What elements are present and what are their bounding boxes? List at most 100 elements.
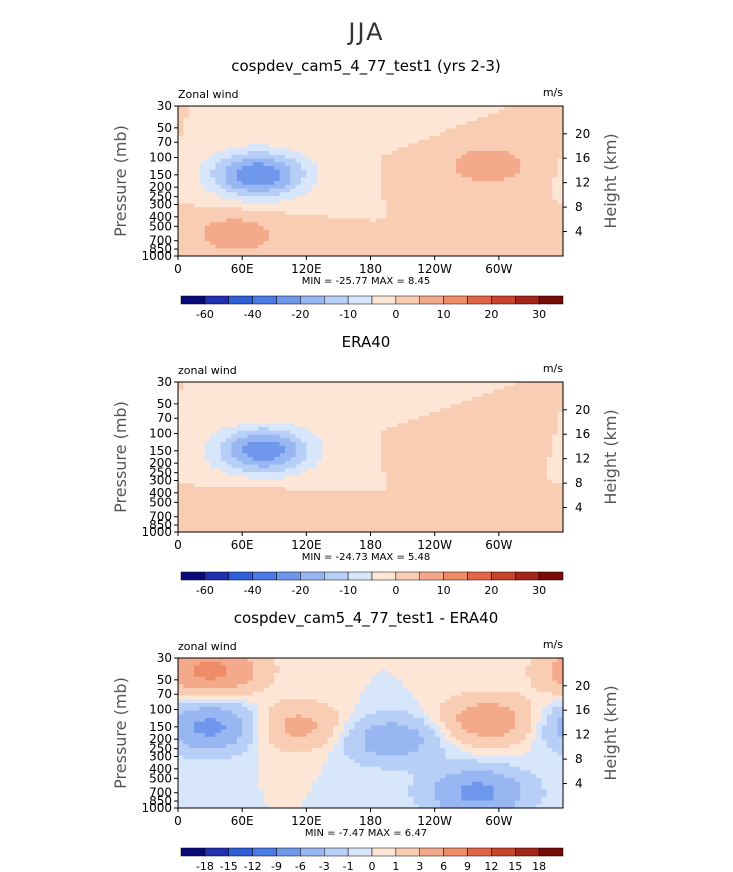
heatmap-cell: [306, 154, 313, 160]
heatmap-cell: [466, 188, 473, 193]
heatmap-cell: [215, 136, 222, 141]
heatmap-cell: [498, 124, 505, 130]
heatmap-cell: [365, 241, 372, 246]
heatmap-cell: [466, 154, 473, 160]
heatmap-cell: [333, 434, 340, 439]
heatmap-cell: [365, 415, 372, 421]
heatmap-cell: [520, 434, 527, 439]
heatmap-cell: [284, 218, 291, 223]
heatmap-cell: [279, 241, 286, 246]
heatmap-cell: [210, 460, 217, 466]
heatmap-cell: [300, 196, 307, 201]
heatmap-cell: [210, 252, 217, 257]
heatmap-cell: [226, 188, 233, 193]
heatmap-cell: [188, 457, 195, 462]
heatmap-cell: [359, 117, 366, 122]
colorbar-label: -40: [244, 308, 262, 321]
heatmap-cell: [290, 199, 297, 205]
heatmap-cell: [231, 457, 238, 462]
heatmap-cell: [514, 222, 521, 227]
heatmap-cell: [284, 128, 291, 133]
heatmap-cell: [440, 472, 446, 477]
heatmap-cell: [423, 382, 430, 387]
heatmap-cell: [391, 468, 398, 473]
heatmap-cell: [226, 248, 233, 253]
heatmap-cell: [440, 483, 446, 488]
heatmap-cell: [381, 382, 388, 387]
heatmap-cell: [386, 151, 393, 156]
heatmap-cell: [402, 154, 409, 160]
heatmap-cell: [504, 233, 511, 238]
heatmap-cell: [354, 483, 361, 488]
heatmap-cell: [231, 244, 238, 250]
heatmap-cell: [477, 244, 484, 250]
heatmap-cell: [472, 389, 479, 394]
heatmap-cell: [466, 151, 473, 156]
heatmap-cell: [461, 400, 468, 406]
heatmap-field: [178, 106, 564, 257]
heatmap-cell: [194, 244, 200, 250]
heatmap-cell: [381, 415, 388, 421]
heatmap-cell: [514, 427, 521, 432]
heatmap-cell: [322, 442, 329, 447]
heatmap-cell: [226, 214, 233, 220]
heatmap-cell: [504, 430, 511, 436]
heatmap-cell: [247, 139, 254, 145]
heatmap-cell: [552, 241, 559, 246]
heatmap-cell: [488, 479, 495, 484]
heatmap-cell: [370, 139, 377, 145]
heatmap-cell: [456, 415, 463, 421]
heatmap-cell: [493, 162, 500, 167]
heatmap-cell: [242, 233, 249, 238]
heatmap-cell: [498, 106, 505, 111]
heatmap-cell: [349, 412, 356, 417]
heatmap-cell: [338, 229, 345, 235]
heatmap-cell: [183, 226, 190, 231]
heatmap-cell: [530, 460, 537, 466]
heatmap-cell: [322, 479, 329, 484]
heatmap-cell: [466, 252, 473, 257]
heatmap-cell: [242, 218, 249, 223]
heatmap-cell: [530, 214, 537, 220]
heatmap-cell: [183, 151, 190, 156]
heatmap-cell: [461, 132, 468, 137]
heatmap-cell: [199, 166, 206, 171]
heatmap-cell: [178, 229, 184, 235]
heatmap-cell: [472, 442, 479, 447]
heatmap-cell: [461, 158, 468, 163]
heatmap-cell: [327, 169, 334, 175]
heatmap-cell: [295, 415, 302, 421]
heatmap-cell: [258, 154, 265, 160]
heatmap-cell: [242, 169, 249, 175]
heatmap-cell: [258, 211, 265, 216]
heatmap-cell: [178, 244, 184, 250]
heatmap-cell: [210, 453, 217, 458]
heatmap-cell: [317, 404, 323, 409]
heatmap-cell: [493, 233, 500, 238]
heatmap-cell: [370, 229, 377, 235]
heatmap-cell: [488, 442, 495, 447]
heatmap-cell: [236, 113, 243, 118]
heatmap-cell: [482, 169, 489, 175]
heatmap-cell: [333, 203, 340, 208]
heatmap-cell: [284, 106, 291, 111]
heatmap-cell: [268, 199, 275, 205]
heatmap-cell: [194, 237, 200, 242]
heatmap-cell: [541, 169, 548, 175]
heatmap-cell: [290, 475, 297, 481]
heatmap-cell: [375, 248, 382, 253]
heatmap-cell: [397, 109, 404, 115]
heatmap-cell: [279, 248, 286, 253]
heatmap-cell: [530, 132, 537, 137]
heatmap-cell: [290, 214, 297, 220]
heatmap-cell: [242, 434, 249, 439]
heatmap-cell: [536, 472, 543, 477]
colorbar-label: 0: [392, 308, 399, 321]
heatmap-cell: [365, 449, 372, 454]
heatmap-cell: [552, 218, 559, 223]
heatmap-cell: [338, 121, 345, 126]
heatmap-cell: [520, 158, 527, 163]
heatmap-cell: [258, 226, 265, 231]
heatmap-cell: [338, 124, 345, 130]
heatmap-cell: [327, 211, 334, 216]
